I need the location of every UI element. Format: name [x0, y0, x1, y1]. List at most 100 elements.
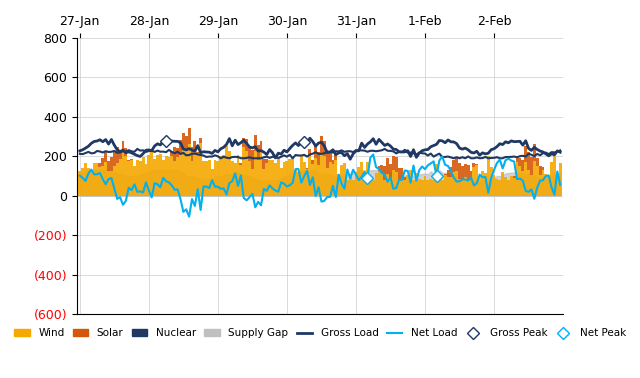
Bar — [553, 156, 556, 196]
Gross Load — [346, 157, 354, 161]
Bar — [84, 163, 87, 196]
Bar — [447, 177, 449, 196]
Bar — [176, 148, 179, 156]
Bar — [395, 172, 397, 196]
Bar — [334, 160, 337, 196]
Bar — [490, 167, 493, 196]
Bar — [185, 151, 188, 196]
Bar — [162, 160, 164, 196]
Bar — [470, 170, 472, 180]
Bar — [216, 161, 220, 196]
Bar — [110, 170, 113, 196]
Bar — [481, 171, 484, 196]
Bar — [432, 180, 435, 196]
Bar — [191, 147, 193, 161]
Bar — [110, 157, 113, 170]
Bar — [372, 180, 374, 196]
Bar — [449, 177, 452, 196]
Gross Load — [240, 138, 248, 143]
Bar — [397, 180, 401, 196]
Bar — [340, 165, 343, 196]
Bar — [312, 164, 314, 196]
Bar — [550, 162, 553, 196]
Bar — [415, 172, 418, 196]
Bar — [153, 159, 156, 196]
Bar — [179, 139, 182, 154]
Bar — [426, 180, 429, 196]
Bar — [248, 146, 251, 161]
Bar — [182, 148, 185, 196]
Bar — [516, 162, 518, 196]
Bar — [107, 161, 110, 171]
Bar — [360, 162, 363, 196]
Bar — [522, 160, 524, 171]
Bar — [122, 152, 124, 196]
Bar — [455, 158, 458, 171]
Bar — [518, 166, 522, 196]
Bar — [435, 164, 438, 196]
Bar — [245, 151, 248, 196]
Bar — [104, 161, 107, 196]
Gross Load — [306, 136, 314, 141]
Bar — [168, 157, 170, 196]
Bar — [403, 177, 406, 180]
Bar — [452, 160, 455, 172]
Bar — [199, 143, 202, 196]
Bar — [524, 146, 527, 162]
Bar — [484, 173, 487, 196]
Bar — [527, 170, 530, 196]
Bar — [90, 170, 93, 196]
Bar — [81, 168, 84, 196]
Bar — [401, 178, 403, 196]
Bar — [530, 157, 533, 175]
Bar — [185, 136, 188, 151]
Bar — [383, 166, 386, 180]
Bar — [122, 141, 124, 152]
Bar — [559, 163, 562, 196]
Bar — [314, 146, 317, 158]
Bar — [467, 180, 470, 196]
Bar — [323, 141, 326, 156]
Bar — [539, 166, 541, 175]
Bar — [386, 158, 389, 174]
Bar — [193, 141, 196, 151]
Bar — [254, 135, 257, 151]
Bar — [297, 172, 300, 196]
Bar — [424, 177, 426, 196]
Bar — [366, 162, 369, 196]
Bar — [495, 179, 499, 196]
Bar — [130, 158, 133, 160]
Bar — [266, 160, 268, 163]
Bar — [470, 180, 472, 196]
Net Load — [217, 187, 225, 191]
Bar — [156, 155, 159, 196]
Gross Load — [355, 149, 363, 153]
Net Load — [352, 172, 360, 177]
Bar — [225, 146, 228, 196]
Bar — [266, 163, 268, 196]
Net Load — [243, 198, 250, 203]
Bar — [234, 163, 237, 196]
Bar — [147, 155, 150, 196]
Bar — [455, 171, 458, 196]
Bar — [458, 163, 461, 179]
Bar — [355, 172, 357, 196]
Bar — [452, 172, 455, 196]
Bar — [507, 180, 510, 196]
Bar — [397, 168, 401, 180]
Bar — [317, 166, 320, 196]
Bar — [493, 175, 495, 196]
Bar — [260, 141, 262, 152]
Nuclear — [556, 148, 564, 153]
Bar — [306, 168, 308, 169]
Gross Load — [76, 149, 84, 153]
Bar — [401, 168, 403, 178]
Bar — [116, 147, 118, 163]
Bar — [300, 156, 303, 196]
Bar — [202, 161, 205, 196]
Bar — [409, 170, 412, 196]
Bar — [476, 165, 478, 196]
Bar — [170, 152, 173, 156]
Net Load — [361, 170, 369, 175]
Bar — [199, 138, 202, 143]
